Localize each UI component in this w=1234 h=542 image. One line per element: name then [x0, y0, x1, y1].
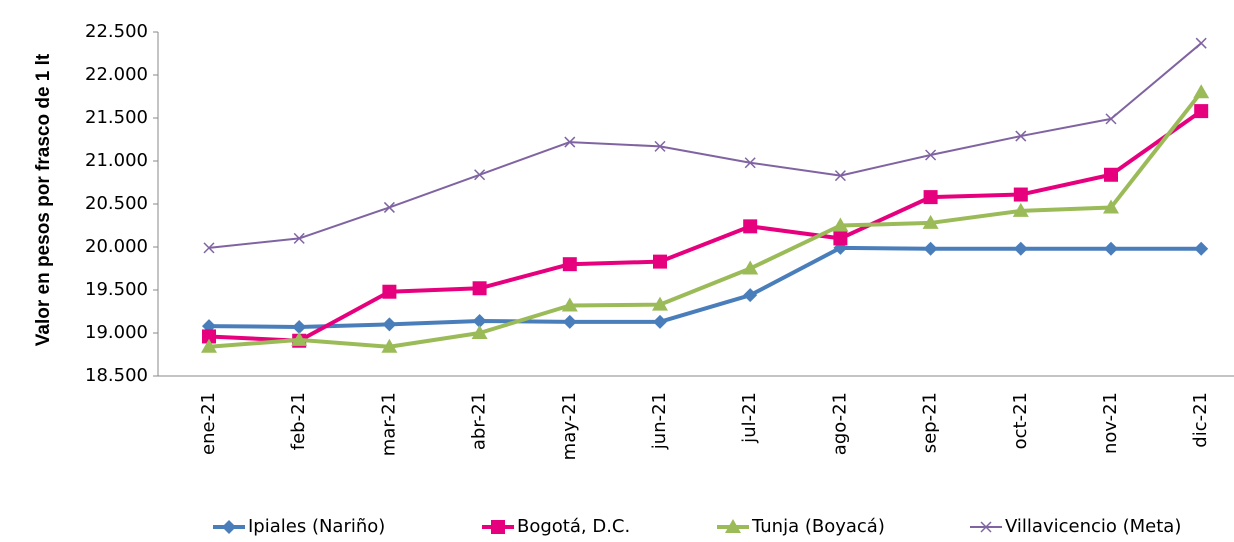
point-marker [1013, 241, 1028, 256]
legend-label: Villavicencio (Meta) [1005, 516, 1181, 537]
point-marker [742, 260, 759, 275]
x-tick-label: oct-21 [1010, 392, 1031, 449]
x-tick-label: ene-21 [198, 392, 219, 455]
point-marker [474, 169, 486, 181]
x-tick-label: sep-21 [920, 392, 941, 453]
x-tick-label: mar-21 [378, 392, 399, 456]
point-marker [472, 281, 487, 296]
point-marker [292, 319, 307, 334]
point-marker [561, 297, 578, 312]
legend-marker [222, 520, 236, 534]
point-marker [1193, 84, 1210, 99]
y-tick-label: 21.000 [85, 150, 148, 171]
point-marker [564, 136, 576, 148]
point-marker [472, 313, 487, 328]
x-tick-label: nov-21 [1100, 392, 1121, 454]
y-axis-title: Valor en pesos por frasco de 1 lt [33, 53, 54, 346]
y-tick-label: 22.500 [85, 21, 148, 42]
point-marker [1103, 199, 1119, 214]
point-marker [743, 288, 758, 303]
point-marker [562, 314, 577, 329]
point-marker [925, 149, 937, 161]
y-tick-label: 20.500 [85, 193, 148, 214]
series-line [208, 245, 1202, 329]
point-marker [1194, 241, 1209, 256]
point-marker [1012, 202, 1029, 217]
series-line [208, 42, 1202, 249]
point-marker [293, 232, 305, 244]
point-marker [923, 190, 938, 205]
x-tick-label: abr-21 [469, 392, 490, 450]
y-tick-label: 20.000 [85, 236, 148, 257]
point-marker [653, 254, 667, 269]
point-marker [562, 257, 577, 272]
point-marker [382, 317, 397, 332]
point-marker [291, 331, 308, 346]
x-tick-label: ago-21 [829, 392, 850, 455]
point-marker [471, 325, 488, 339]
legend-marker [491, 520, 505, 534]
y-tick-label: 18.500 [85, 365, 148, 386]
series-line [208, 90, 1203, 349]
legend-label: Bogotá, D.C. [517, 516, 630, 537]
y-tick-label: 22.000 [85, 64, 148, 85]
point-marker [654, 140, 666, 152]
point-marker [383, 201, 395, 213]
point-marker [652, 296, 668, 311]
point-marker [744, 157, 756, 169]
series-line [208, 109, 1203, 343]
point-marker [1194, 104, 1209, 119]
x-tick-label: feb-21 [288, 392, 309, 450]
point-marker [1105, 113, 1117, 125]
point-marker [1013, 187, 1028, 202]
x-tick-label: may-21 [559, 392, 580, 460]
point-marker [382, 284, 397, 299]
point-marker [201, 338, 217, 353]
point-marker [1015, 130, 1027, 142]
point-marker [202, 329, 216, 344]
legend-marker [725, 519, 741, 533]
point-marker [1104, 167, 1118, 182]
x-tick-label: jun-21 [649, 392, 670, 450]
point-marker [922, 214, 939, 229]
legend-label: Ipiales (Nariño) [248, 516, 385, 537]
point-marker [832, 217, 849, 232]
y-tick-label: 21.500 [85, 107, 148, 128]
x-tick-label: dic-21 [1190, 392, 1211, 448]
point-marker [923, 241, 938, 256]
point-marker [203, 242, 215, 254]
legend-label: Tunja (Boyacá) [751, 516, 885, 537]
point-marker [1195, 37, 1207, 49]
x-tick-label: jul-21 [739, 392, 760, 444]
legend-marker [980, 521, 992, 533]
y-tick-label: 19.500 [85, 279, 148, 300]
point-marker [743, 219, 758, 234]
y-tick-label: 19.000 [85, 322, 148, 343]
point-marker [381, 338, 398, 353]
point-marker [834, 170, 846, 182]
point-marker [1104, 241, 1118, 256]
point-marker [833, 231, 848, 246]
point-marker [653, 314, 667, 329]
